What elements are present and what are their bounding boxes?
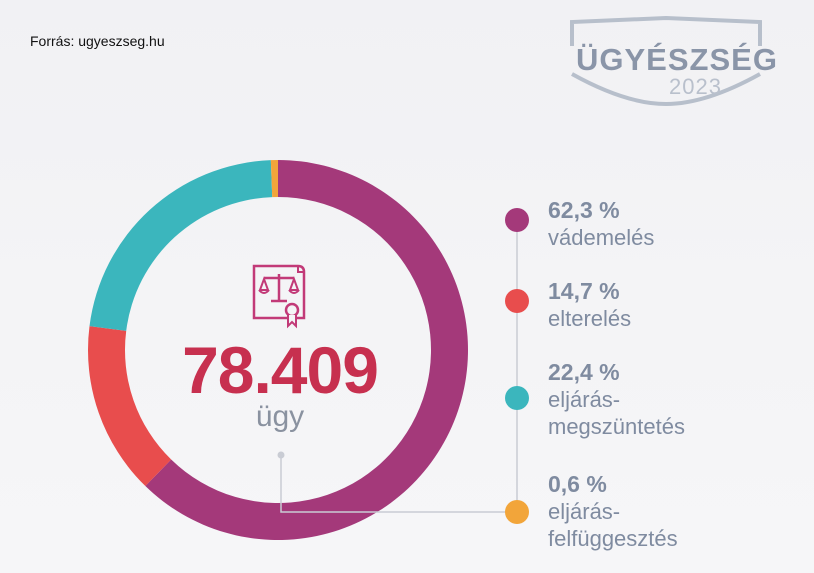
logo-year: 2023 [669, 74, 722, 99]
legend-marker-3 [505, 386, 529, 410]
legend-label: elterelés [548, 306, 632, 331]
donut-slice-3 [89, 160, 273, 331]
legend-marker-1 [505, 208, 529, 232]
legend-entry: 22,4 % eljárás-megszüntetés [548, 358, 685, 440]
ugyeszseg-logo: ÜGYÉSZSÉG 2023 [566, 14, 777, 106]
total-cases-unit: ügy [255, 400, 305, 433]
legend-percent: 22,4 % [548, 359, 620, 385]
legend-percent: 62,3 % [548, 197, 620, 223]
legend-label: eljárás- [548, 387, 621, 412]
donut-slice-4 [270, 160, 278, 198]
legend-entry: 62,3 % vádemelés [548, 196, 654, 251]
donut-slice-2 [88, 326, 172, 487]
shield-outline-icon [570, 15, 762, 106]
logo-title: ÜGYÉSZSÉG [576, 42, 778, 77]
total-cases-value: 78.409 [182, 333, 379, 407]
scales-of-justice-document-icon [246, 260, 312, 330]
source-note: Forrás: ugyeszseg.hu [30, 33, 165, 49]
legend-percent: 0,6 % [548, 471, 607, 497]
legend-label: felfüggesztés [548, 526, 678, 551]
small-slice-pointer-line [280, 455, 517, 513]
legend-label: megszüntetés [548, 414, 685, 439]
legend-marker-2 [505, 289, 529, 313]
legend-entry: 0,6 % eljárás-felfüggesztés [548, 470, 678, 552]
legend-label: vádemelés [548, 225, 655, 250]
legend-label: eljárás- [548, 499, 621, 524]
pointer-dot [277, 451, 285, 459]
legend-percent: 14,7 % [548, 278, 620, 304]
legend-marker-4 [505, 500, 529, 524]
legend-entry: 14,7 % elterelés [548, 277, 631, 332]
donut-slice-1 [145, 160, 468, 540]
